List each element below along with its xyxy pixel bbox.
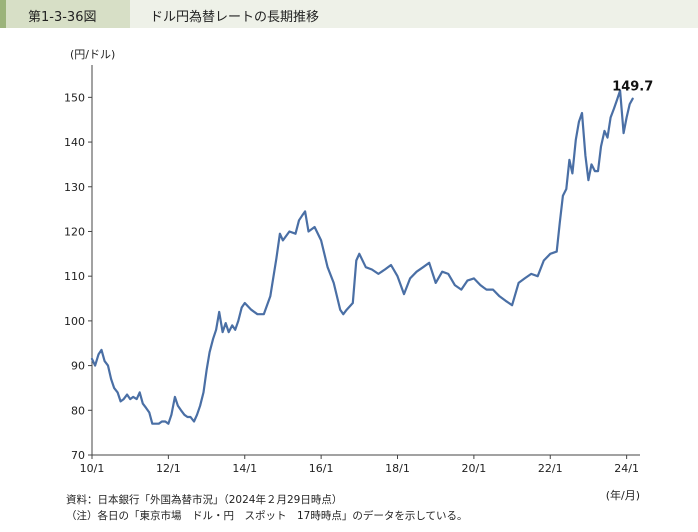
y-axis-label: (円/ドル) [70, 48, 115, 61]
y-tick-label: 90 [71, 360, 85, 373]
series-line-0 [90, 89, 634, 425]
x-tick-label: 20/1 [462, 462, 487, 475]
y-tick-label: 130 [64, 181, 85, 194]
y-tick-label: 150 [64, 91, 85, 104]
x-tick-label: 24/1 [614, 462, 639, 475]
y-tick-label: 120 [64, 225, 85, 238]
series-group [90, 89, 634, 425]
y-tick-label: 100 [64, 315, 85, 328]
figure-title: ドル円為替レートの長期推移 [150, 10, 320, 25]
y-tick-label: 70 [71, 449, 85, 462]
y-tick-label: 80 [71, 404, 85, 417]
y-tick-label: 110 [64, 270, 85, 283]
figure-number: 第1-3-36図 [28, 10, 97, 25]
x-axis-label: (年/月) [606, 488, 640, 502]
note-text: （注）各日の「東京市場 ドル・円 スポット 17時時点」のデータを示している。 [66, 510, 468, 522]
latest-value-label: 149.7 [612, 80, 653, 95]
x-tick-label: 16/1 [309, 462, 334, 475]
x-tick-label: 18/1 [385, 462, 410, 475]
y-tick-label: 140 [64, 136, 85, 149]
x-tick-label: 22/1 [538, 462, 563, 475]
x-tick-label: 14/1 [232, 462, 257, 475]
figure-header: 第1-3-36図 ドル円為替レートの長期推移 [0, 0, 698, 28]
x-tick-label: 10/1 [80, 462, 105, 475]
source-text: 資料：日本銀行「外国為替市況」（2024年２月29日時点） [66, 494, 343, 506]
figure-number-tab: 第1-3-36図 [0, 0, 130, 28]
chart-axes: 70 80 90 100 110 120 130 140 150 10/1 12/1 14/1 16/1… [64, 65, 640, 475]
x-tick-label: 12/1 [156, 462, 181, 475]
